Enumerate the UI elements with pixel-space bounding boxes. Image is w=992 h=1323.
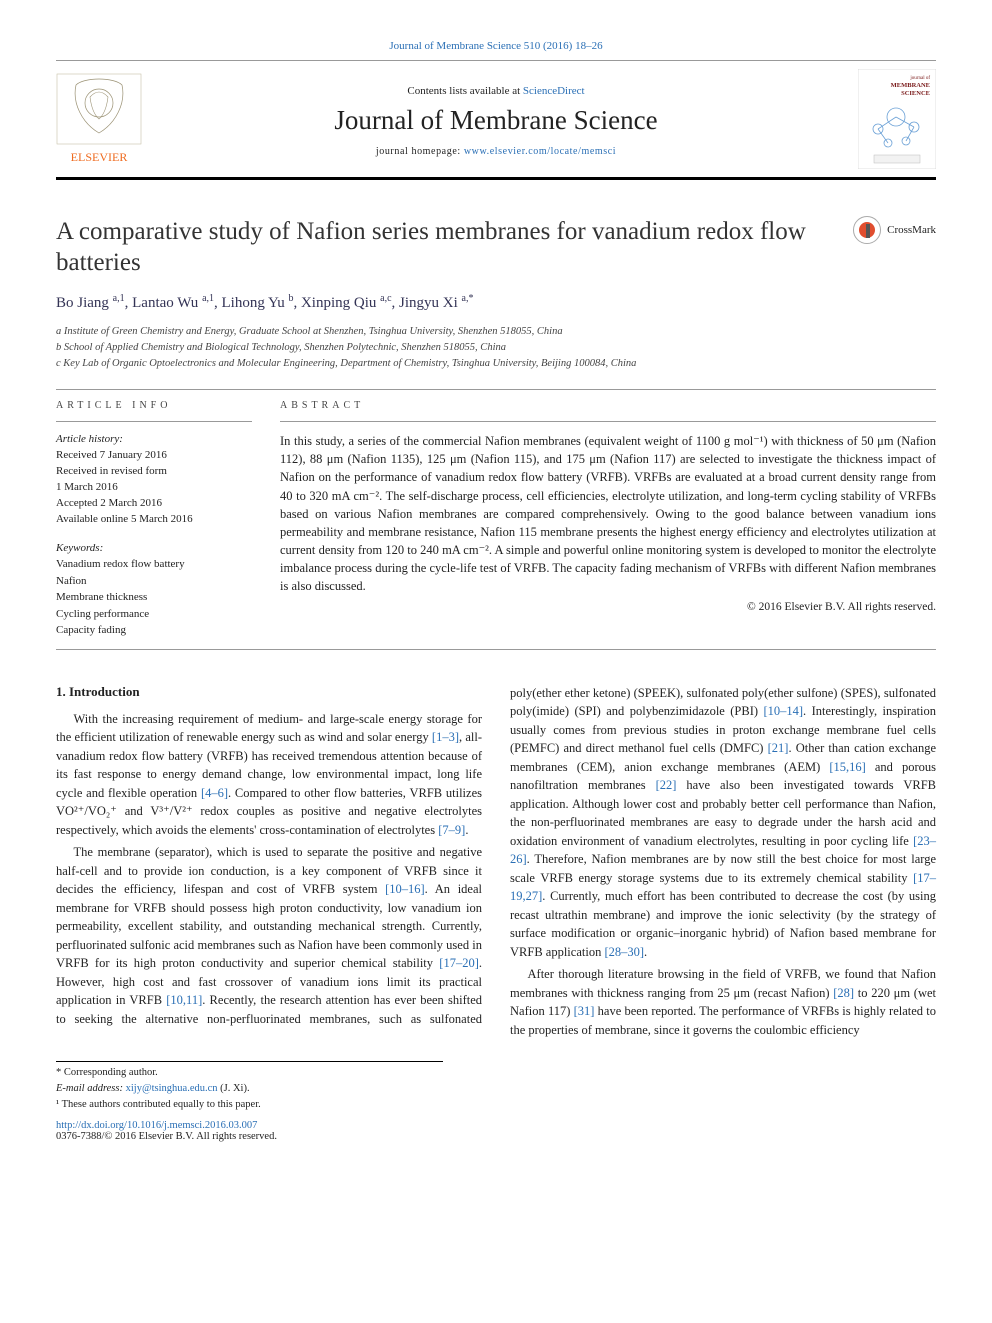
affiliation: c Key Lab of Organic Optoelectronics and…	[56, 356, 936, 371]
keyword: Capacity fading	[56, 622, 252, 639]
citation-link[interactable]: [15,16]	[829, 760, 865, 774]
homepage-line: journal homepage: www.elsevier.com/locat…	[152, 146, 840, 157]
masthead: ELSEVIER Contents lists available at Sci…	[56, 60, 936, 180]
affiliation: a Institute of Green Chemistry and Energ…	[56, 324, 936, 339]
homepage-prefix: journal homepage:	[376, 146, 464, 157]
sciencedirect-link[interactable]: ScienceDirect	[523, 85, 585, 97]
divider	[56, 649, 936, 650]
keyword: Membrane thickness	[56, 589, 252, 606]
body-columns: 1. Introduction With the increasing requ…	[56, 684, 936, 1040]
equal-contribution-note: ¹ These authors contributed equally to t…	[56, 1098, 443, 1113]
keyword: Cycling performance	[56, 606, 252, 623]
crossmark-icon	[853, 216, 881, 244]
corresponding-note: * Corresponding author.	[56, 1066, 443, 1081]
history-line: Accepted 2 March 2016	[56, 496, 252, 512]
authors: Bo Jiang a,1, Lantao Wu a,1, Lihong Yu b…	[56, 293, 936, 312]
issn-line: 0376-7388/© 2016 Elsevier B.V. All right…	[56, 1131, 936, 1142]
history-label: Article history:	[56, 432, 252, 448]
keywords: Keywords: Vanadium redox flow battery Na…	[56, 540, 252, 639]
citation-link[interactable]: [31]	[574, 1004, 595, 1018]
citation-link[interactable]: [22]	[656, 778, 677, 792]
keywords-label: Keywords:	[56, 540, 252, 557]
publisher-name: ELSEVIER	[71, 150, 128, 164]
citation-link[interactable]: [1–3]	[432, 730, 459, 744]
divider	[280, 421, 936, 422]
svg-text:MEMBRANE: MEMBRANE	[891, 82, 930, 89]
abstract-copyright: © 2016 Elsevier B.V. All rights reserved…	[280, 601, 936, 613]
contents-prefix: Contents lists available at	[407, 85, 522, 97]
history-line: Received in revised form	[56, 464, 252, 480]
journal-reference-link[interactable]: Journal of Membrane Science 510 (2016) 1…	[389, 40, 602, 52]
affiliation: b School of Applied Chemistry and Biolog…	[56, 340, 936, 355]
journal-reference: Journal of Membrane Science 510 (2016) 1…	[56, 40, 936, 52]
homepage-link[interactable]: www.elsevier.com/locate/memsci	[464, 146, 616, 157]
divider	[56, 389, 936, 390]
citation-link[interactable]: [28–30]	[604, 945, 644, 959]
article-title: A comparative study of Nafion series mem…	[56, 216, 837, 279]
history-line: Available online 5 March 2016	[56, 512, 252, 528]
body-paragraph: After thorough literature browsing in th…	[510, 965, 936, 1039]
citation-link[interactable]: [28]	[833, 986, 854, 1000]
abstract-kicker: ABSTRACT	[280, 400, 936, 411]
body-paragraph: With the increasing requirement of mediu…	[56, 710, 482, 840]
article-history: Article history: Received 7 January 2016…	[56, 432, 252, 528]
divider	[56, 421, 252, 422]
footnotes: * Corresponding author. E-mail address: …	[56, 1061, 443, 1112]
history-line: Received 7 January 2016	[56, 448, 252, 464]
crossmark-label: CrossMark	[887, 224, 936, 236]
svg-text:SCIENCE: SCIENCE	[901, 90, 930, 97]
keyword: Nafion	[56, 573, 252, 590]
section-heading: 1. Introduction	[56, 684, 482, 700]
publisher-logo: ELSEVIER	[56, 73, 152, 169]
contents-line: Contents lists available at ScienceDirec…	[152, 85, 840, 97]
doi-block: http://dx.doi.org/10.1016/j.memsci.2016.…	[56, 1120, 936, 1142]
citation-link[interactable]: [21]	[768, 741, 789, 755]
citation-link[interactable]: [10,11]	[166, 993, 202, 1007]
svg-text:journal of: journal of	[909, 76, 930, 81]
email-note: E-mail address: xijy@tsinghua.edu.cn (J.…	[56, 1082, 443, 1097]
abstract-text: In this study, a series of the commercia…	[280, 432, 936, 595]
article-info-kicker: ARTICLE INFO	[56, 400, 252, 411]
citation-link[interactable]: [10–16]	[385, 882, 425, 896]
affiliations: a Institute of Green Chemistry and Energ…	[56, 324, 936, 372]
email-link[interactable]: xijy@tsinghua.edu.cn	[126, 1083, 218, 1094]
citation-link[interactable]: [17–20]	[439, 956, 479, 970]
doi-link[interactable]: http://dx.doi.org/10.1016/j.memsci.2016.…	[56, 1120, 257, 1131]
citation-link[interactable]: [4–6]	[201, 786, 228, 800]
keyword: Vanadium redox flow battery	[56, 556, 252, 573]
history-line: 1 March 2016	[56, 480, 252, 496]
crossmark-badge[interactable]: CrossMark	[853, 216, 936, 244]
journal-cover: journal of MEMBRANE SCIENCE	[840, 69, 936, 173]
citation-link[interactable]: [10–14]	[763, 704, 803, 718]
journal-name: Journal of Membrane Science	[152, 105, 840, 136]
citation-link[interactable]: [7–9]	[438, 823, 465, 837]
